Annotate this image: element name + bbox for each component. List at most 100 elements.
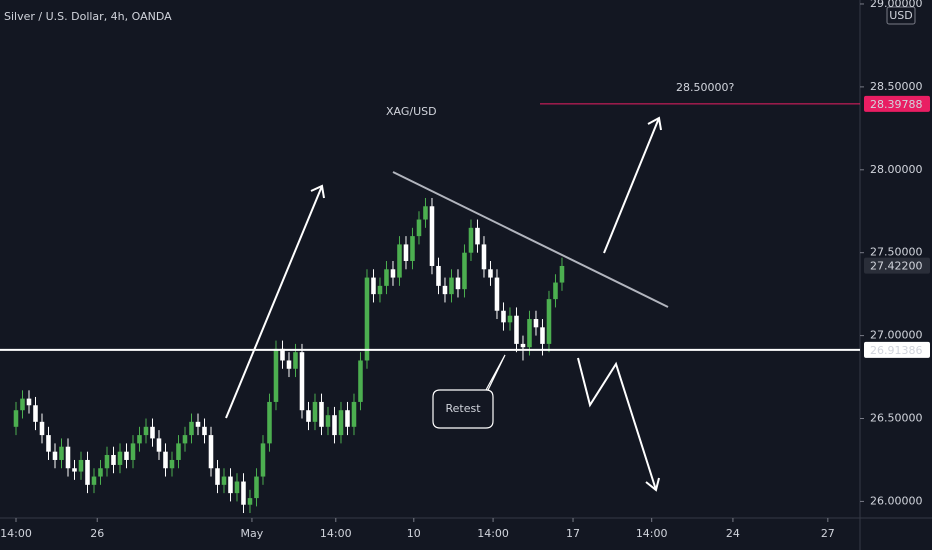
candle-body <box>462 252 467 290</box>
price-tag <box>864 95 930 112</box>
candle-body <box>241 481 246 505</box>
candle-body <box>423 206 428 220</box>
candle-body <box>520 343 526 348</box>
candle-body <box>364 277 370 361</box>
candle-body <box>33 405 38 422</box>
x-tick-label: 14:00 <box>477 527 509 540</box>
trendline <box>392 171 669 308</box>
candle-body <box>332 415 337 436</box>
candle-body <box>104 454 110 469</box>
currency-box <box>886 6 916 25</box>
candle-body <box>514 315 519 344</box>
candle-body <box>46 435 51 452</box>
candle-body <box>234 481 240 494</box>
candle-body <box>117 451 123 465</box>
price-tag <box>864 257 930 274</box>
y-tick-label: 27.50000 <box>870 246 923 259</box>
candle-body <box>559 265 565 283</box>
y-tick-label: 28.50000 <box>870 80 923 93</box>
candle-body <box>72 468 77 472</box>
candle-body <box>397 244 402 278</box>
candle-body <box>20 398 25 411</box>
x-tick-label: 17 <box>566 527 580 540</box>
candle-body <box>13 410 19 427</box>
candle-body <box>254 476 259 499</box>
candle-body <box>39 421 45 436</box>
candle-body <box>429 206 435 266</box>
y-tick-label: 28.00000 <box>870 163 923 176</box>
candles <box>13 197 565 514</box>
x-tick-label: May <box>241 527 264 540</box>
candle-body <box>124 451 129 460</box>
candle-body <box>65 446 71 469</box>
candle-body <box>403 244 409 261</box>
candle-body <box>371 277 376 295</box>
candle-body <box>208 435 214 469</box>
candle-body <box>267 401 272 444</box>
candle-body <box>111 454 116 465</box>
candle-body <box>449 277 454 295</box>
candle-body <box>98 468 103 477</box>
candle-body <box>553 282 558 300</box>
x-tick-label: 26 <box>90 527 104 540</box>
candle-body <box>358 360 363 402</box>
candle-body <box>319 401 324 427</box>
candle-body <box>195 421 201 427</box>
candle-body <box>468 227 474 253</box>
symbol-annotation: XAG/USD <box>386 105 437 118</box>
candle-body <box>325 415 331 427</box>
candle-body <box>390 269 396 278</box>
candle-body <box>215 468 220 485</box>
candle-body <box>507 315 513 323</box>
x-tick-label: 27 <box>821 527 835 540</box>
candle-body <box>501 310 506 323</box>
price-tag-label: 26.91386 <box>870 344 923 357</box>
candle-body <box>312 401 318 422</box>
candle-body <box>85 459 90 485</box>
candle-body <box>299 352 305 411</box>
candle-body <box>280 348 285 361</box>
y-tick-label: 26.00000 <box>870 494 923 507</box>
candle-body <box>176 443 181 460</box>
candle-body <box>436 265 441 286</box>
candle-body <box>273 348 279 402</box>
candle-body <box>78 459 84 472</box>
candle-body <box>169 459 175 469</box>
candle-body <box>540 327 545 344</box>
retest-callout: Retest <box>432 354 506 429</box>
candle-body <box>488 269 493 278</box>
candle-body <box>182 435 188 444</box>
x-tick-label: 14:00 <box>320 527 352 540</box>
candle-body <box>260 443 266 477</box>
candle-body <box>481 244 487 270</box>
candle-body <box>546 299 552 344</box>
y-tick-label: 27.00000 <box>870 329 923 342</box>
x-tick-label: 14:00 <box>636 527 668 540</box>
candle-body <box>143 426 149 436</box>
retest-label: Retest <box>445 402 481 415</box>
candle-body <box>189 421 194 436</box>
candle-body <box>377 285 383 295</box>
candle-body <box>26 398 32 406</box>
candle-body <box>137 435 142 444</box>
y-tick-label: 29.00000 <box>870 0 923 10</box>
price-tag <box>864 341 930 358</box>
price-tag-label: 28.39788 <box>870 98 923 111</box>
candle-body <box>247 498 253 505</box>
candle-body <box>130 443 136 460</box>
x-tick-label: 14:00 <box>0 527 32 540</box>
candle-body <box>91 476 97 485</box>
candle-body <box>494 277 500 311</box>
arrows <box>225 116 662 492</box>
candle-body <box>286 360 292 369</box>
candle-body <box>416 219 422 237</box>
candle-body <box>156 438 162 452</box>
candle-body <box>228 476 233 494</box>
y-tick-label: 26.50000 <box>870 412 923 425</box>
x-tick-label: 10 <box>407 527 421 540</box>
candle-body <box>455 277 461 290</box>
candle-body <box>59 446 64 460</box>
candle-body <box>533 319 539 328</box>
candle-body <box>527 319 532 348</box>
